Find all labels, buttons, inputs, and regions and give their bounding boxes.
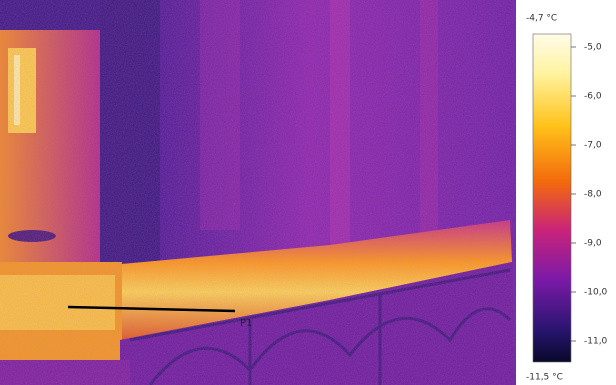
thermal-screen: P1 -4,7 °C -11,5 °C -5,0 -6,0 -7,0 -8,0 -9,0… (0, 0, 616, 385)
scale-tick-label: -9,0 (584, 239, 602, 249)
thermal-image: P1 (0, 0, 516, 385)
marker-label: P1 (240, 318, 252, 329)
scale-tick-label: -6,0 (584, 92, 602, 102)
scale-max-label: -4,7 °C (526, 14, 557, 24)
scale-ticks: -5,0 -6,0 -7,0 -8,0 -9,0 -10,0 -11,0 (571, 43, 608, 347)
scale-tick-label: -10,0 (584, 288, 608, 298)
scale-tick-label: -5,0 (584, 43, 602, 53)
color-scale (533, 34, 571, 362)
scale-tick-label: -7,0 (584, 141, 602, 151)
scale-min-label: -11,5 °C (526, 373, 563, 383)
scale-tick-label: -11,0 (584, 337, 608, 347)
scale-tick-label: -8,0 (584, 190, 602, 200)
